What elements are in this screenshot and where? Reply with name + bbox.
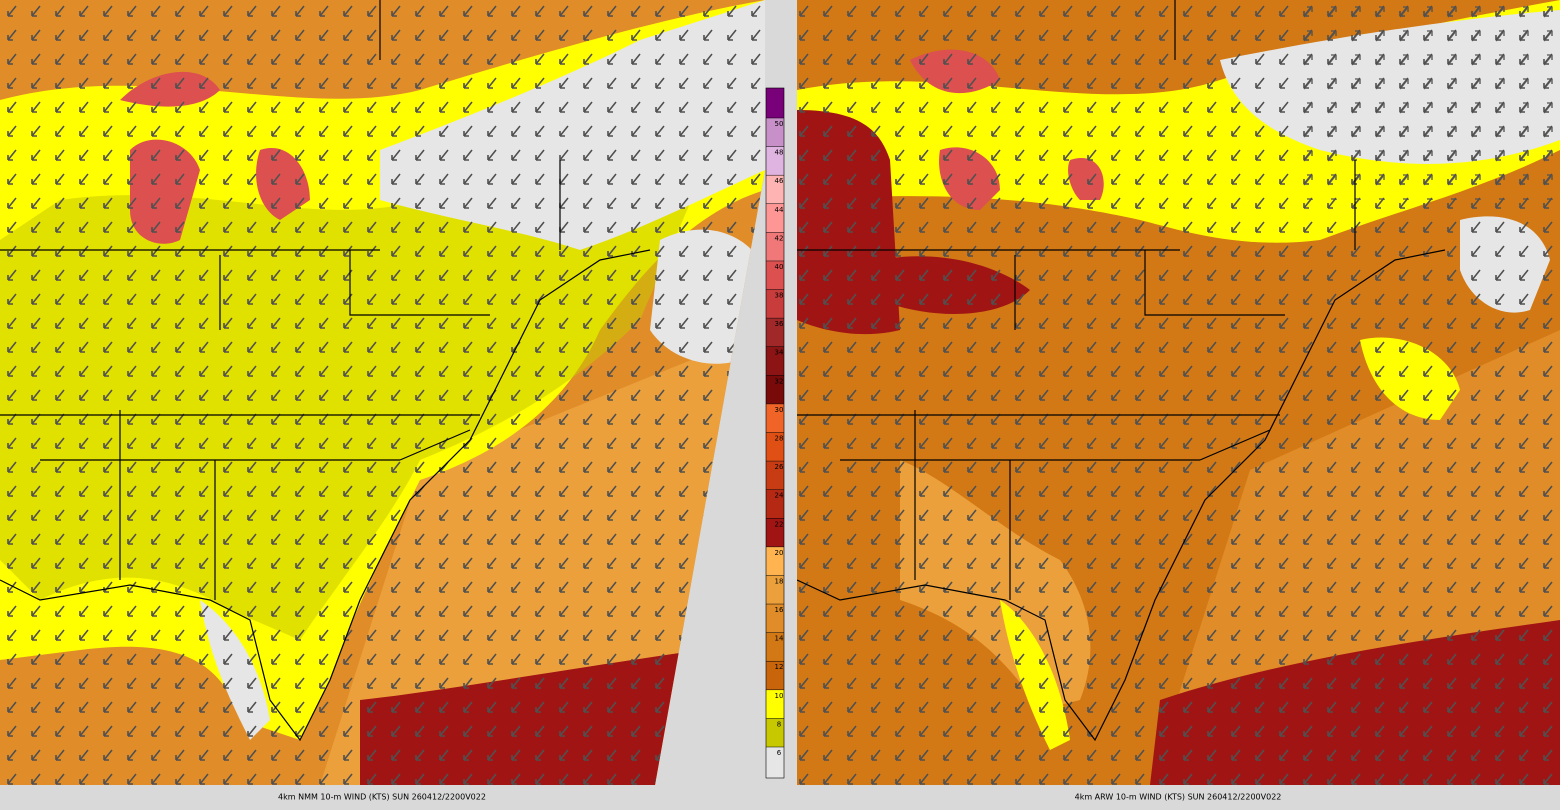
colorbar-segment [766,518,784,547]
colorbar-label: 50 [775,120,784,128]
colorbar-segment [766,575,784,605]
colorbar-segment [766,289,784,319]
colorbar-label: 38 [775,292,784,300]
colorbar-label: 32 [775,377,784,385]
panel-caption: 4km ARW 10-m WIND (KTS) SUN 260412/2200V… [1075,793,1282,802]
colorbar-segment [766,260,784,290]
colorbar-label: 14 [775,635,784,643]
colorbar-segment [766,632,784,662]
colorbar-label: 28 [775,435,784,443]
colorbar: 6 8 10 12 14 16 18 20 22 24 26 28 30 32 34 36 38 40 42 44 46… [765,87,785,779]
colorbar-segment [766,604,784,633]
map-panel-left [0,0,765,785]
colorbar-label: 6 [777,749,782,757]
colorbar-segment [766,461,784,490]
colorbar-label: 36 [775,320,784,328]
colorbar-frame [765,87,785,779]
map-panel-right [797,0,1560,785]
colorbar-label: 44 [775,206,784,214]
colorbar-segment [766,146,784,176]
colorbar-label: 42 [775,234,784,242]
colorbar-label: 24 [775,492,784,500]
colorbar-segment [766,88,784,118]
colorbar-label: 8 [777,720,781,728]
colorbar-label: 22 [775,520,784,528]
colorbar-segment [766,661,784,690]
colorbar-label: 46 [775,177,784,185]
colorbar-label: 26 [775,463,784,471]
colorbar-segment [766,346,784,376]
colorbar-label: 40 [775,263,784,271]
colorbar-label: 48 [775,149,784,157]
colorbar-label: 18 [775,577,784,585]
colorbar-label: 12 [775,663,784,671]
colorbar-label: 34 [775,349,784,357]
colorbar-segment [766,489,784,519]
colorbar-label: 30 [775,406,784,414]
colorbar-label: 16 [775,606,784,614]
colorbar-segment [766,118,784,147]
colorbar-segment [766,203,784,233]
colorbar-segment [766,318,784,347]
colorbar-label: 20 [775,549,784,557]
colorbar-segment [766,403,784,433]
colorbar-segment [766,232,784,261]
colorbar-segment [766,747,784,778]
colorbar-segment [766,718,784,747]
colorbar-segment [766,546,784,576]
colorbar-segment [766,432,784,462]
colorbar-segment [766,375,784,404]
colorbar-segment [766,689,784,719]
colorbar-label: 10 [775,692,784,700]
colorbar-segment [766,175,784,204]
panel-caption: 4km NMM 10-m WIND (KTS) SUN 260412/2200V… [278,793,486,802]
